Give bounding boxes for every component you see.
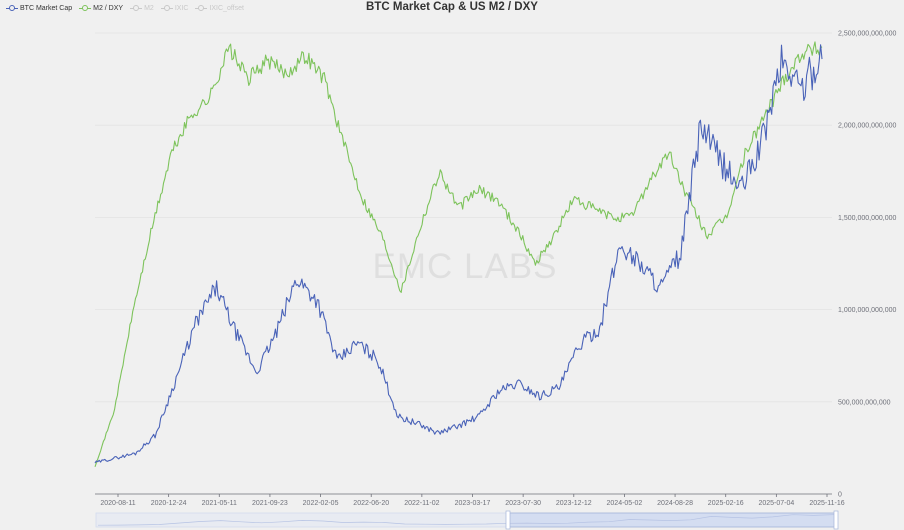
x-tick-label: 2023-07-30 (505, 500, 541, 507)
y-tick-label: 1,000,000,000,000 (838, 307, 896, 314)
legend-line-marker-icon (195, 4, 208, 12)
legend-item[interactable]: IXIC (160, 4, 189, 12)
legend-line-marker-icon (6, 4, 18, 12)
x-tick-label: 2025-11-16 (809, 500, 844, 507)
x-tick-label: 2023-12-12 (556, 500, 592, 507)
x-tick-label: 2023-03-17 (455, 500, 491, 507)
x-tick-label: 2020-08-11 (100, 500, 135, 507)
series-line-m2-dxy (94, 41, 823, 467)
x-tick-label: 2025-02-16 (708, 500, 744, 507)
zoom-slider-preview (97, 514, 835, 526)
legend-label: IXIC_offset (209, 4, 244, 12)
y-tick-label: 1,500,000,000,000 (838, 215, 896, 222)
y-tick-label: 2,000,000,000,000 (838, 123, 896, 130)
legend-label: IXIC (174, 4, 189, 12)
legend-label: BTC Market Cap (20, 4, 73, 12)
legend-line-marker-icon (130, 4, 143, 12)
x-tick-label: 2022-02-05 (303, 500, 339, 507)
legend-item[interactable]: M2 / DXY (79, 4, 123, 12)
x-tick-label: 2025-07-04 (758, 500, 794, 507)
x-tick-label: 2021-09-23 (252, 500, 288, 507)
legend-line-marker-icon (79, 4, 92, 12)
chart-legend: BTC Market Cap M2 / DXY M2 IXIC IXIC_offset (6, 2, 244, 14)
legend-item[interactable]: IXIC_offset (195, 4, 244, 12)
x-tick-label: 2021-05-11 (202, 500, 237, 507)
x-tick-label: 2020-12-24 (151, 500, 187, 507)
zoom-slider-right-handle[interactable] (833, 510, 839, 530)
legend-label: M2 (144, 4, 154, 12)
x-tick-label: 2024-08-28 (657, 500, 693, 507)
y-tick-label: 0 (838, 492, 842, 499)
legend-line-marker-icon (160, 4, 173, 12)
y-tick-label: 2,500,000,000,000 (838, 31, 896, 38)
x-tick-label: 2022-06-20 (353, 500, 389, 507)
zoom-slider-left-handle[interactable] (505, 510, 511, 530)
legend-label: M2 / DXY (93, 4, 124, 12)
watermark: EMC LABS (373, 247, 558, 286)
legend-item[interactable]: BTC Market Cap (6, 4, 72, 12)
legend-item[interactable]: M2 (130, 4, 154, 12)
x-tick-label: 2022-11-02 (404, 500, 439, 507)
y-tick-label: 500,000,000,000 (838, 399, 891, 406)
series-line-btc-market-cap (94, 44, 823, 464)
x-tick-label: 2024-05-02 (607, 500, 643, 507)
chart-title: BTC Market Cap & US M2 / DXY (366, 1, 538, 13)
